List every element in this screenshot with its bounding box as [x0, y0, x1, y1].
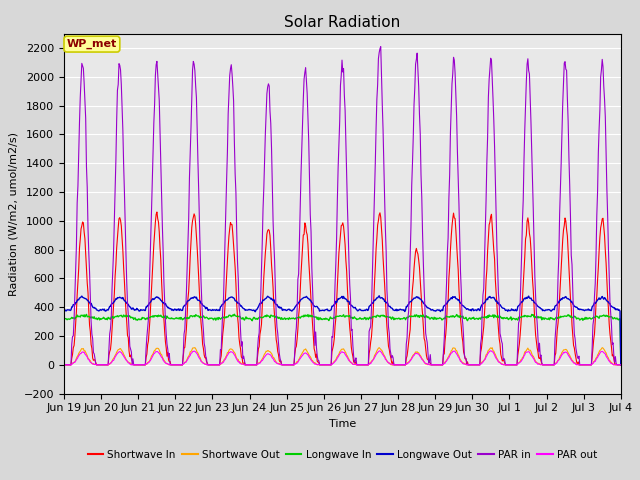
- PAR in: [70, 317, 78, 323]
- Y-axis label: Radiation (W/m2, umol/m2/s): Radiation (W/m2, umol/m2/s): [8, 132, 18, 296]
- Shortwave In: [127, 356, 135, 361]
- Longwave Out: [411, 295, 419, 301]
- Line: Longwave Out: Longwave Out: [64, 296, 621, 365]
- PAR in: [411, 85, 419, 91]
- Longwave In: [70, 315, 78, 321]
- PAR out: [410, 352, 418, 358]
- PAR out: [70, 360, 78, 365]
- Line: Shortwave Out: Shortwave Out: [64, 348, 621, 365]
- Longwave Out: [617, 362, 625, 368]
- Shortwave In: [428, 362, 435, 368]
- Longwave Out: [60, 307, 68, 313]
- PAR out: [426, 362, 434, 368]
- Shortwave In: [185, 288, 193, 294]
- Title: Solar Radiation: Solar Radiation: [284, 15, 401, 30]
- Shortwave In: [411, 256, 419, 262]
- PAR out: [214, 362, 221, 368]
- Shortwave Out: [70, 360, 78, 365]
- Line: PAR out: PAR out: [64, 351, 621, 365]
- Longwave Out: [214, 307, 221, 313]
- PAR in: [60, 362, 68, 368]
- PAR out: [184, 356, 192, 362]
- Longwave Out: [127, 306, 135, 312]
- Longwave Out: [428, 307, 435, 313]
- Shortwave Out: [184, 354, 192, 360]
- PAR in: [617, 362, 625, 368]
- Shortwave In: [214, 362, 222, 368]
- Longwave Out: [184, 298, 192, 304]
- Shortwave In: [60, 362, 68, 368]
- Shortwave Out: [214, 362, 222, 368]
- Longwave In: [617, 362, 625, 368]
- Shortwave Out: [617, 362, 625, 368]
- Longwave In: [428, 315, 435, 321]
- Shortwave Out: [428, 362, 435, 368]
- Shortwave Out: [60, 362, 68, 368]
- Shortwave In: [617, 362, 625, 368]
- Longwave In: [411, 312, 419, 318]
- Longwave In: [184, 314, 192, 320]
- Longwave Out: [70, 302, 78, 308]
- Line: Longwave In: Longwave In: [64, 314, 621, 365]
- Longwave In: [214, 315, 221, 321]
- PAR out: [127, 362, 135, 368]
- Line: Shortwave In: Shortwave In: [64, 212, 621, 365]
- Longwave In: [127, 314, 135, 320]
- PAR in: [214, 362, 221, 368]
- PAR out: [60, 362, 68, 368]
- PAR in: [428, 362, 435, 368]
- Text: WP_met: WP_met: [67, 39, 117, 49]
- PAR in: [184, 240, 192, 246]
- Shortwave Out: [411, 350, 419, 356]
- Shortwave Out: [191, 345, 198, 350]
- PAR in: [127, 349, 135, 355]
- Shortwave In: [70, 343, 78, 348]
- Shortwave Out: [127, 362, 135, 368]
- PAR out: [617, 362, 625, 368]
- X-axis label: Time: Time: [329, 419, 356, 429]
- Legend: Shortwave In, Shortwave Out, Longwave In, Longwave Out, PAR in, PAR out: Shortwave In, Shortwave Out, Longwave In…: [83, 445, 602, 464]
- Shortwave In: [153, 209, 161, 215]
- PAR out: [487, 348, 495, 354]
- Longwave In: [230, 312, 238, 317]
- Line: PAR in: PAR in: [64, 47, 621, 365]
- Longwave In: [60, 316, 68, 322]
- PAR in: [377, 44, 385, 49]
- Longwave Out: [375, 293, 383, 299]
